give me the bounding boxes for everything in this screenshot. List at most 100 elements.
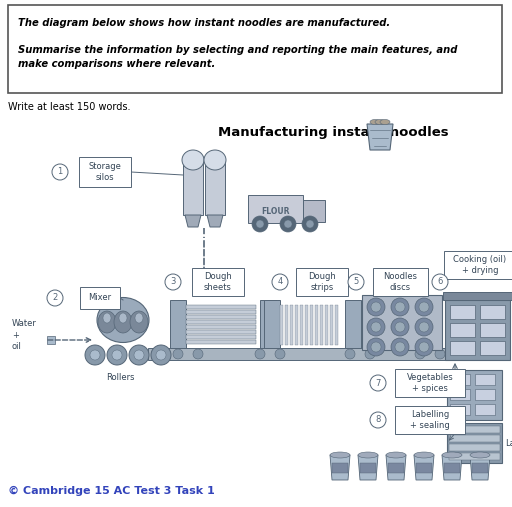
- Ellipse shape: [380, 120, 390, 125]
- FancyBboxPatch shape: [296, 268, 348, 296]
- Text: Dough
strips: Dough strips: [308, 272, 336, 292]
- Text: 1: 1: [57, 167, 62, 176]
- Circle shape: [284, 220, 292, 228]
- Text: Noodles
discs: Noodles discs: [383, 272, 417, 292]
- FancyBboxPatch shape: [472, 463, 488, 473]
- Circle shape: [52, 164, 68, 180]
- Polygon shape: [367, 124, 393, 150]
- Text: 7: 7: [375, 379, 381, 387]
- FancyBboxPatch shape: [480, 341, 505, 355]
- Circle shape: [367, 338, 385, 356]
- FancyBboxPatch shape: [450, 389, 470, 400]
- Text: FLOUR: FLOUR: [261, 206, 289, 215]
- Text: Labels: Labels: [505, 439, 512, 448]
- Circle shape: [367, 318, 385, 336]
- Ellipse shape: [135, 313, 143, 323]
- FancyBboxPatch shape: [186, 310, 256, 314]
- Circle shape: [306, 220, 314, 228]
- Polygon shape: [185, 215, 201, 227]
- FancyBboxPatch shape: [183, 160, 203, 215]
- FancyBboxPatch shape: [444, 251, 512, 279]
- Circle shape: [173, 349, 183, 359]
- FancyBboxPatch shape: [388, 463, 404, 473]
- FancyBboxPatch shape: [450, 341, 475, 355]
- FancyBboxPatch shape: [447, 370, 502, 420]
- Text: © Cambridge 15 AC Test 3 Task 1: © Cambridge 15 AC Test 3 Task 1: [8, 486, 215, 496]
- Circle shape: [391, 298, 409, 316]
- Circle shape: [370, 375, 386, 391]
- Text: Manufacturing instant noodles: Manufacturing instant noodles: [218, 126, 449, 139]
- Ellipse shape: [114, 311, 132, 333]
- FancyBboxPatch shape: [8, 5, 502, 93]
- Polygon shape: [470, 455, 490, 480]
- Text: Cooking (oil)
+ drying: Cooking (oil) + drying: [454, 255, 506, 275]
- FancyBboxPatch shape: [248, 195, 303, 223]
- FancyBboxPatch shape: [186, 305, 256, 309]
- FancyBboxPatch shape: [345, 300, 361, 348]
- Circle shape: [395, 322, 405, 332]
- FancyBboxPatch shape: [310, 305, 313, 345]
- Ellipse shape: [182, 150, 204, 170]
- Text: 2: 2: [52, 294, 58, 303]
- Circle shape: [391, 318, 409, 336]
- FancyBboxPatch shape: [300, 305, 303, 345]
- Ellipse shape: [370, 120, 380, 125]
- Circle shape: [415, 298, 433, 316]
- Circle shape: [415, 338, 433, 356]
- Text: Dough
sheets: Dough sheets: [204, 272, 232, 292]
- Circle shape: [107, 345, 127, 365]
- Ellipse shape: [442, 452, 462, 458]
- Circle shape: [151, 345, 171, 365]
- Circle shape: [302, 216, 318, 232]
- FancyBboxPatch shape: [480, 305, 505, 319]
- FancyBboxPatch shape: [449, 453, 500, 460]
- Circle shape: [435, 349, 445, 359]
- Circle shape: [419, 342, 429, 352]
- FancyBboxPatch shape: [285, 305, 288, 345]
- Circle shape: [252, 216, 268, 232]
- Ellipse shape: [119, 313, 127, 323]
- Text: Water
+
oil: Water + oil: [12, 319, 37, 351]
- Ellipse shape: [414, 452, 434, 458]
- FancyBboxPatch shape: [186, 340, 256, 344]
- Circle shape: [165, 274, 181, 290]
- FancyBboxPatch shape: [325, 305, 328, 345]
- FancyBboxPatch shape: [475, 404, 495, 415]
- FancyBboxPatch shape: [186, 335, 256, 339]
- FancyBboxPatch shape: [186, 325, 256, 329]
- Circle shape: [345, 349, 355, 359]
- FancyBboxPatch shape: [186, 315, 256, 319]
- Text: Summarise the information by selecting and reporting the main features, and
make: Summarise the information by selecting a…: [18, 45, 457, 69]
- Circle shape: [367, 298, 385, 316]
- FancyBboxPatch shape: [449, 444, 500, 451]
- Polygon shape: [414, 455, 434, 480]
- FancyBboxPatch shape: [360, 463, 376, 473]
- Circle shape: [432, 274, 448, 290]
- FancyBboxPatch shape: [480, 323, 505, 337]
- FancyBboxPatch shape: [330, 305, 333, 345]
- FancyBboxPatch shape: [280, 305, 283, 345]
- Ellipse shape: [470, 452, 490, 458]
- Text: Storage
silos: Storage silos: [89, 162, 121, 182]
- Polygon shape: [442, 455, 462, 480]
- Circle shape: [365, 349, 375, 359]
- FancyBboxPatch shape: [373, 268, 428, 296]
- Ellipse shape: [130, 311, 148, 333]
- Circle shape: [193, 349, 203, 359]
- Circle shape: [256, 220, 264, 228]
- Circle shape: [370, 412, 386, 428]
- Circle shape: [255, 349, 265, 359]
- Circle shape: [272, 274, 288, 290]
- Text: 8: 8: [375, 416, 381, 424]
- Text: 5: 5: [353, 277, 358, 286]
- Circle shape: [129, 345, 149, 365]
- Circle shape: [415, 318, 433, 336]
- Text: Rollers: Rollers: [106, 373, 134, 382]
- Circle shape: [395, 302, 405, 312]
- FancyBboxPatch shape: [447, 423, 502, 463]
- FancyBboxPatch shape: [264, 300, 280, 348]
- FancyBboxPatch shape: [332, 463, 348, 473]
- FancyBboxPatch shape: [449, 435, 500, 442]
- FancyBboxPatch shape: [303, 200, 325, 222]
- FancyBboxPatch shape: [290, 305, 293, 345]
